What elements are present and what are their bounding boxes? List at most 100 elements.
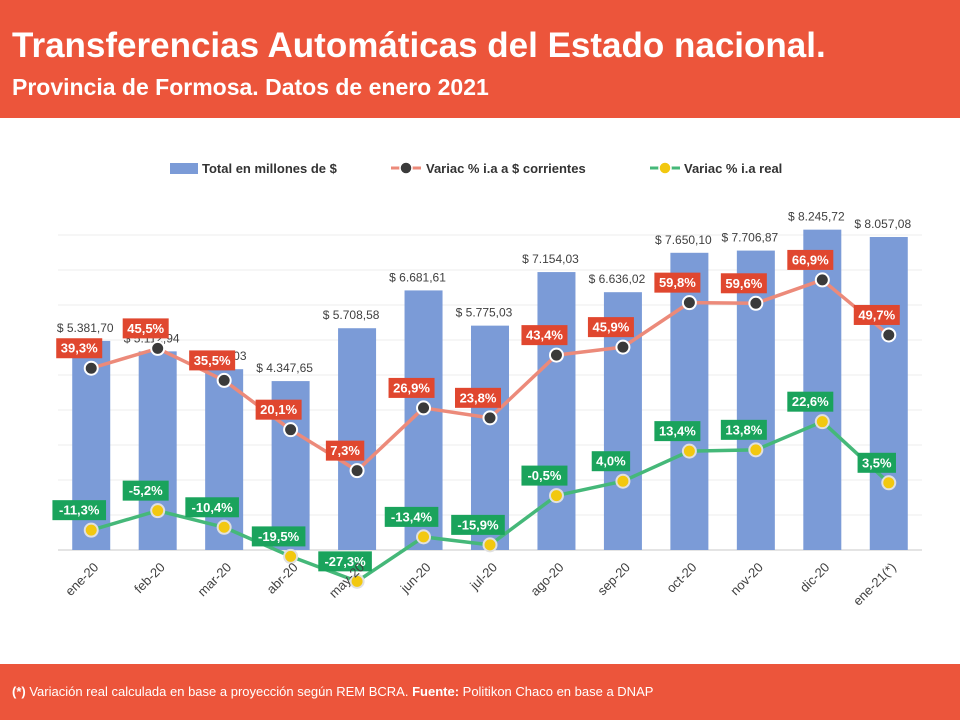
- nominal-data-label: 20,1%: [260, 402, 297, 417]
- nominal-label-box: [521, 325, 568, 346]
- x-tick-label: abr-20: [264, 560, 301, 597]
- footer-banner: (*) Variación real calculada en base a p…: [0, 664, 960, 720]
- nominal-data-label: 43,4%: [526, 328, 563, 343]
- nominal-point: [681, 295, 697, 311]
- nominal-label-box: [255, 399, 302, 420]
- nominal-point: [416, 400, 432, 416]
- real-data-label: 13,8%: [725, 422, 762, 437]
- nominal-point: [216, 372, 232, 388]
- nominal-data-label: 59,8%: [659, 275, 696, 290]
- real-point: [150, 503, 166, 519]
- x-tick-label: sep-20: [594, 560, 633, 599]
- bar-value-label: $ 5.381,70: [57, 321, 114, 335]
- nominal-data-label: 66,9%: [792, 252, 829, 267]
- real-label-box: [251, 526, 306, 547]
- real-label-box: [384, 506, 439, 527]
- nominal-label-box: [787, 249, 834, 270]
- bar-value-label: $ 8.057,08: [854, 217, 911, 231]
- header-banner: Transferencias Automáticas del Estado na…: [0, 0, 960, 118]
- footnote: (*) Variación real calculada en base a p…: [12, 684, 653, 699]
- nominal-label-box: [720, 273, 767, 294]
- nominal-data-label: 23,8%: [460, 390, 497, 405]
- bar-value-label: $ 7.154,03: [522, 252, 579, 266]
- x-tick-label: ago-20: [527, 560, 566, 599]
- real-label-box: [52, 500, 107, 521]
- real-label-box: [185, 497, 239, 518]
- bar-value-label: $ 6.636,02: [589, 272, 646, 286]
- real-point: [681, 443, 697, 459]
- nominal-label-box: [122, 318, 169, 339]
- real-point: [548, 488, 564, 504]
- real-series: -11,3% -5,2% -10,4% -19,5% -27,3% -13,4% -15,9…: [52, 391, 897, 589]
- legend-real-marker: [658, 161, 672, 175]
- real-data-label: 22,6%: [792, 394, 829, 409]
- real-point: [881, 475, 897, 491]
- bar: [471, 325, 509, 550]
- real-data-label: 4,0%: [596, 454, 626, 469]
- nominal-label-box: [325, 440, 365, 461]
- nominal-data-label: 45,5%: [127, 321, 164, 336]
- page-title: Transferencias Automáticas del Estado na…: [12, 26, 826, 65]
- real-point: [283, 548, 299, 564]
- x-tick-label: dic-20: [797, 560, 833, 596]
- page-subtitle: Provincia de Formosa. Datos de enero 202…: [12, 74, 489, 100]
- bar-value-label: $ 7.706,87: [721, 231, 778, 245]
- nominal-label-box: [455, 387, 501, 408]
- footnote-mark: (*): [12, 684, 26, 699]
- nominal-point: [283, 422, 299, 438]
- real-data-label: -5,2%: [129, 483, 163, 498]
- source-label: Fuente:: [412, 684, 460, 699]
- real-point: [482, 537, 498, 553]
- x-tick-label: mar-20: [195, 560, 235, 600]
- nominal-series: 39,3% 45,5% 35,5% 20,1% 7,3% 26,9% 23,8% 43,4% 4…: [56, 249, 900, 479]
- bar-value-label: $ 8.245,72: [788, 210, 845, 224]
- real-data-label: -13,4%: [391, 509, 433, 524]
- bar-value-label: $ 4.347,65: [256, 361, 313, 375]
- bar-value-label: $ 5.775,03: [456, 306, 513, 320]
- nominal-data-label: 35,5%: [194, 353, 231, 368]
- nominal-label-box: [189, 350, 236, 371]
- bar-value-label: $ 7.650,10: [655, 233, 712, 247]
- bar: [138, 351, 177, 550]
- legend: Total en millones de $ Variac % i.a a $ c…: [170, 161, 782, 176]
- nominal-data-label: 26,9%: [393, 380, 430, 395]
- x-axis: ene-20 feb-20 mar-20 abr-20 may-20 jun-20 jul-…: [62, 560, 899, 609]
- nominal-label-box: [388, 377, 435, 398]
- real-data-label: 13,4%: [659, 424, 696, 439]
- real-point: [83, 522, 99, 538]
- real-point: [748, 442, 764, 458]
- real-label-box: [787, 391, 834, 412]
- chart: Total en millones de $ Variac % i.a a $ c…: [52, 161, 922, 609]
- nominal-data-label: 59,6%: [725, 276, 762, 291]
- real-point: [615, 473, 631, 489]
- nominal-label-box: [654, 272, 701, 293]
- real-label-box: [122, 480, 169, 501]
- nominal-point: [615, 339, 631, 355]
- real-point: [216, 519, 232, 535]
- nominal-data-label: 39,3%: [61, 341, 98, 356]
- real-data-label: -11,3%: [59, 503, 100, 518]
- nominal-point: [881, 327, 897, 343]
- bar: [537, 272, 576, 550]
- nominal-point: [748, 295, 764, 311]
- nominal-label-box: [587, 317, 634, 338]
- nominal-data-label: 45,9%: [592, 320, 629, 335]
- legend-nominal-marker: [399, 161, 413, 175]
- nominal-point: [349, 463, 365, 479]
- real-data-label: -10,4%: [192, 500, 234, 515]
- bar-value-label: $ 6.681,61: [389, 270, 446, 284]
- x-tick-label: nov-20: [727, 560, 766, 599]
- real-data-label: -27,3%: [324, 554, 366, 569]
- nominal-point: [83, 360, 99, 376]
- nominal-data-label: 7,3%: [330, 443, 360, 458]
- source-text: Politikon Chaco en base a DNAP: [459, 684, 654, 699]
- real-label-box: [451, 514, 505, 535]
- nominal-data-label: 49,7%: [858, 307, 895, 322]
- real-label-box: [591, 451, 631, 472]
- legend-label: Total en millones de $: [202, 161, 338, 176]
- bar-value-label: $ 5.708,58: [323, 308, 380, 322]
- x-tick-label: ene-21(*): [850, 560, 899, 609]
- nominal-point: [482, 410, 498, 426]
- nominal-point: [814, 272, 830, 288]
- nominal-point: [150, 340, 166, 356]
